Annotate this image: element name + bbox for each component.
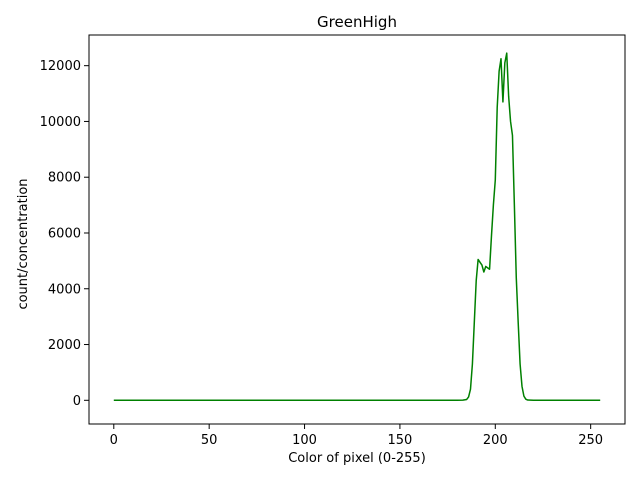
x-tick-label: 150 xyxy=(388,433,413,448)
y-tick-label: 0 xyxy=(73,394,81,409)
x-tick-label: 200 xyxy=(483,433,508,448)
y-tick-label: 2000 xyxy=(48,338,81,353)
series-line xyxy=(113,52,601,402)
x-tick-label: 0 xyxy=(110,433,118,448)
x-tick-label: 250 xyxy=(578,433,603,448)
x-tick-label: 50 xyxy=(201,433,218,448)
tick-layer: 0 50 100 150 200 250 0 2000 4000 6000 8000 10000 120… xyxy=(40,59,603,448)
series-layer xyxy=(113,52,601,402)
axes-frame xyxy=(88,34,626,425)
y-axis-label: count/concentration xyxy=(16,178,31,309)
y-tick-label: 8000 xyxy=(48,171,81,186)
y-tick-label: 4000 xyxy=(48,282,81,297)
y-tick-label: 10000 xyxy=(40,115,81,130)
x-tick-label: 100 xyxy=(292,433,317,448)
y-tick-label: 12000 xyxy=(40,59,81,74)
y-tick-label: 6000 xyxy=(48,226,81,241)
chart-title: GreenHigh xyxy=(317,13,397,31)
x-axis-label: Color of pixel (0-255) xyxy=(288,451,426,466)
